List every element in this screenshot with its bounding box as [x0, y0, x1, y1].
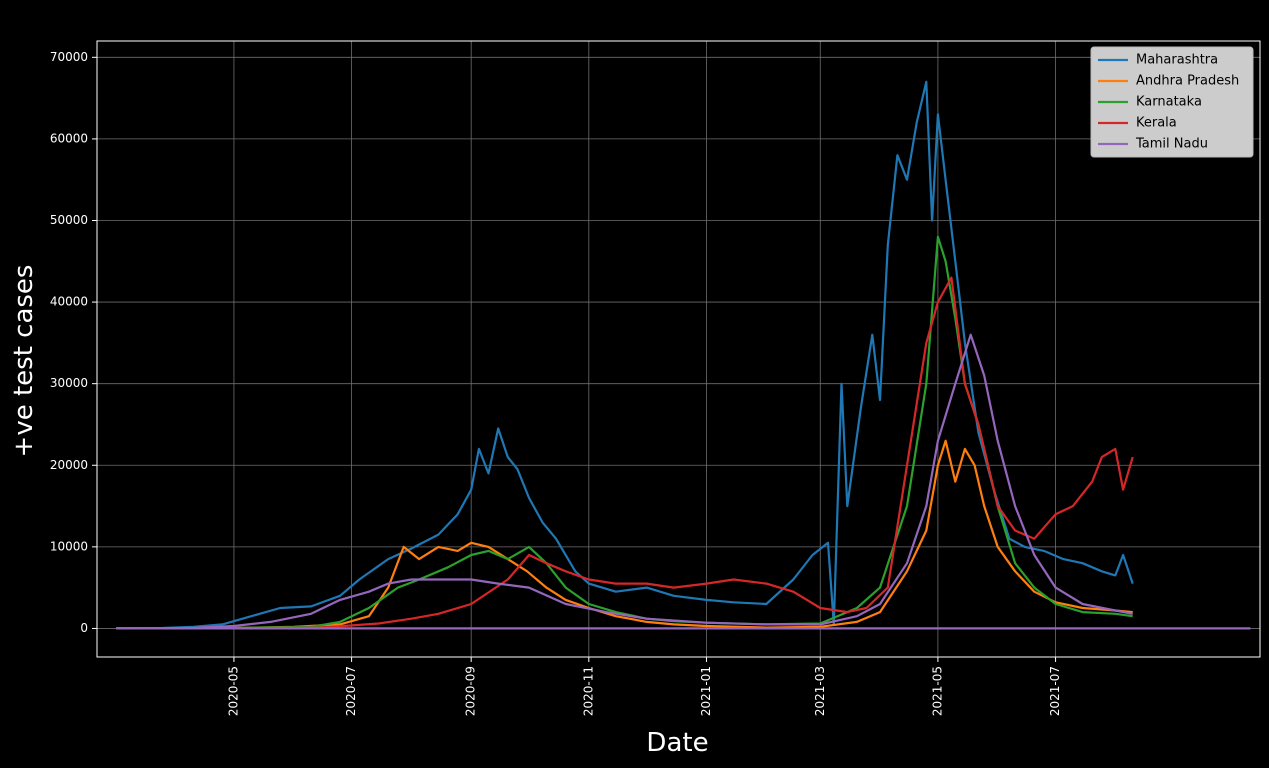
series-line-kerala — [116, 276, 1134, 630]
x-axis-ticks: 2020-05 2020-07 2020-09 2020-11 2021-01 2021-… — [226, 657, 1062, 716]
x-tick-label: 2020-09 — [464, 666, 478, 716]
x-axis-title: Date — [646, 728, 708, 758]
plot-frame — [96, 40, 1261, 658]
x-tick-label: 2021-05 — [930, 666, 944, 716]
x-tick-label: 2021-03 — [813, 666, 827, 716]
series-line-andhra-pradesh — [116, 439, 1133, 630]
legend-label: Maharashtra — [1136, 53, 1218, 68]
legend-label: Kerala — [1136, 116, 1177, 131]
y-tick-label: 20000 — [50, 458, 88, 472]
y-tick-label: 0 — [80, 621, 88, 635]
gridlines — [97, 41, 1260, 657]
y-axis-ticks: 0 10000 20000 30000 40000 50000 60000 70000 — [50, 50, 97, 635]
x-tick-label: 2020-07 — [344, 666, 358, 716]
y-tick-label: 60000 — [50, 131, 88, 145]
y-tick-label: 50000 — [50, 213, 88, 227]
legend-label: Karnataka — [1136, 95, 1202, 110]
x-tick-label: 2021-01 — [699, 666, 713, 716]
x-tick-label: 2020-11 — [581, 666, 595, 716]
y-tick-label: 10000 — [50, 539, 88, 553]
y-tick-label: 40000 — [50, 295, 88, 309]
y-tick-label: 30000 — [50, 376, 88, 390]
legend: Maharashtra Andhra Pradesh Karnataka Kerala… — [1090, 46, 1254, 158]
legend-label: Andhra Pradesh — [1136, 74, 1239, 89]
series-line-maharashtra — [116, 80, 1134, 630]
series-line-tamil-nadu — [116, 333, 1133, 630]
y-axis-title: +ve test cases — [9, 265, 39, 458]
x-tick-label: 2021-07 — [1048, 666, 1062, 716]
legend-label: Tamil Nadu — [1135, 137, 1208, 152]
x-tick-label: 2020-05 — [226, 666, 240, 716]
legend-box — [1090, 46, 1254, 158]
y-tick-label: 70000 — [50, 50, 88, 64]
series-lines — [116, 80, 1251, 630]
